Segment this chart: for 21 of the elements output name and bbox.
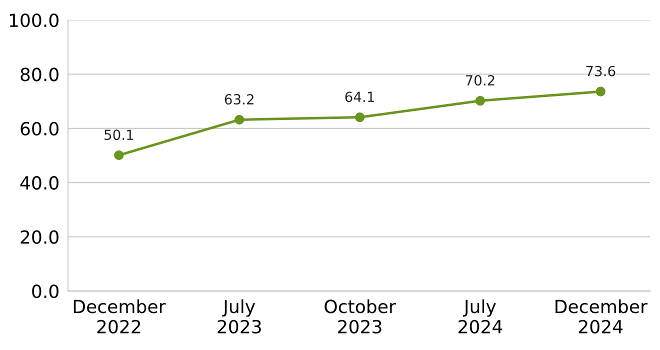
point <box>114 150 124 160</box>
data-label: 73.6 <box>586 66 616 76</box>
point <box>475 96 486 106</box>
data-label: 63.2 <box>224 94 254 105</box>
y-tick-label: 0.0 <box>32 284 58 298</box>
point <box>596 86 606 96</box>
point <box>354 112 365 122</box>
y-tick-label: 80.0 <box>20 68 58 82</box>
data-label: 70.2 <box>466 75 494 86</box>
x-tick-label: July 2023 <box>218 299 261 334</box>
y-tick-label: 40.0 <box>20 176 58 190</box>
y-tick-label: 100.0 <box>10 13 58 28</box>
x-tick-label: December 2022 <box>74 299 166 334</box>
data-label: 64.1 <box>345 92 374 102</box>
x-tick-label: July 2024 <box>458 299 502 334</box>
y-tick-label: 60.0 <box>20 122 58 136</box>
y-tick-label: 20.0 <box>20 230 58 244</box>
x-tick-label: October 2023 <box>324 299 396 334</box>
point <box>234 114 244 125</box>
x-tick-label: December 2024 <box>556 299 648 334</box>
data-label: 50.1 <box>104 130 134 140</box>
